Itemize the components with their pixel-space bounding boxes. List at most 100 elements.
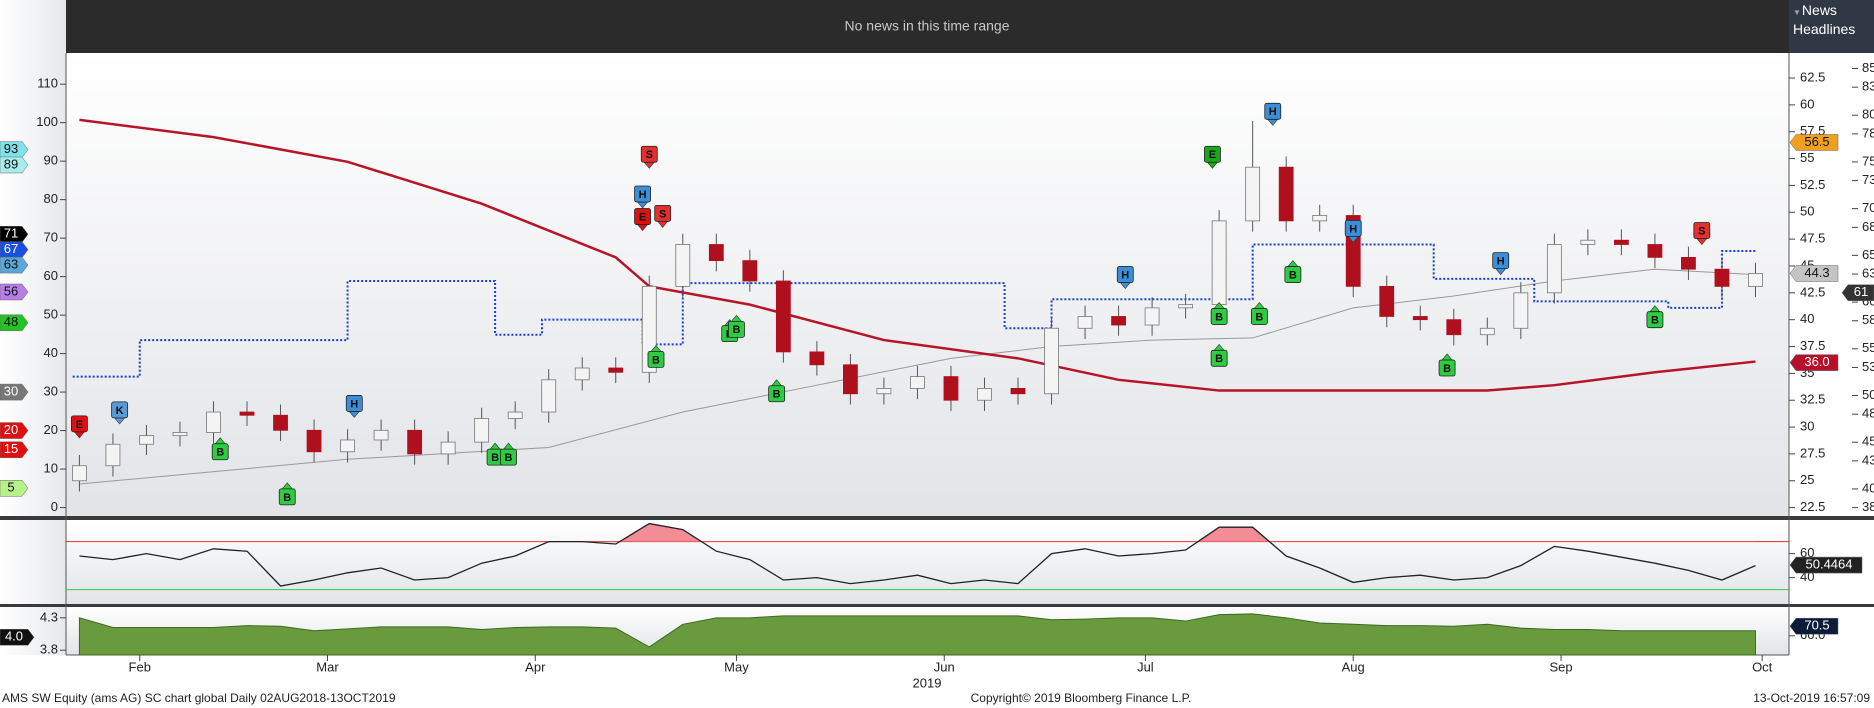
footer-left: AMS SW Equity (ams AG) SC chart global D…	[2, 691, 396, 705]
event-label: B	[491, 452, 499, 464]
value-badge	[1789, 617, 1839, 635]
event-label: B	[1215, 353, 1223, 365]
footer-right: 13-Oct-2019 16:57:09	[1753, 691, 1870, 705]
x-tick-label: Sep	[1549, 659, 1572, 674]
candle-body	[708, 244, 724, 262]
candle-body	[1412, 316, 1428, 321]
y-tick-label: 10	[44, 460, 58, 475]
event-label: B	[1215, 311, 1223, 323]
event-marker	[71, 415, 88, 433]
news-message: No news in this time range	[845, 18, 1010, 34]
panel-separator	[0, 516, 1874, 520]
badge-label: 4.0	[5, 629, 23, 644]
y-tick-label: 80	[44, 191, 58, 206]
x-tick-label: Oct	[1752, 659, 1773, 674]
candle-body	[206, 411, 221, 433]
y-tick-label: 68	[1862, 219, 1874, 234]
event-label: E	[639, 211, 646, 223]
y-tick-label: 40	[1862, 480, 1874, 495]
x-tick-label: Jul	[1137, 659, 1154, 674]
candle-body	[1379, 285, 1395, 317]
event-label: E	[76, 419, 83, 431]
value-badge	[1789, 354, 1839, 371]
y-tick-label: 0	[51, 499, 58, 514]
event-marker	[111, 401, 129, 419]
event-label: S	[659, 208, 666, 220]
event-label: B	[1443, 363, 1451, 375]
event-marker	[647, 351, 665, 368]
candle-body	[440, 441, 456, 455]
event-label: S	[1698, 225, 1705, 237]
overlay-line	[72, 243, 1756, 378]
event-label: H	[1349, 223, 1357, 235]
y-tick-label: 40	[1800, 311, 1814, 326]
y-tick-label: 70	[44, 230, 58, 245]
news-headlines[interactable]: News Headlines	[1793, 2, 1869, 37]
candle-body	[1111, 316, 1126, 326]
event-marker	[1210, 349, 1228, 367]
y-tick-label: 78	[1862, 125, 1874, 140]
value-badge	[0, 422, 29, 439]
y-tick-label: 60	[1800, 96, 1814, 111]
event-marker	[1344, 219, 1362, 237]
event-label: S	[646, 149, 653, 161]
candle-body	[1010, 388, 1026, 395]
candle-body	[876, 388, 892, 395]
news-bar	[66, 0, 1789, 53]
x-tick-label: Feb	[129, 659, 151, 674]
y-tick-label: 58	[1862, 312, 1874, 327]
event-label: B	[652, 354, 660, 366]
y-tick-label: 70	[1862, 200, 1874, 215]
candle-body	[474, 418, 490, 443]
event-marker	[1116, 266, 1134, 283]
event-label: H	[1497, 256, 1505, 268]
event-label: E	[1209, 149, 1216, 161]
event-label: B	[732, 324, 740, 336]
candle-body	[910, 376, 925, 389]
y-tick-label: 48	[1862, 406, 1874, 421]
event-label: H	[1269, 106, 1277, 118]
value-badge	[1789, 556, 1863, 574]
event-label: B	[1289, 269, 1297, 281]
badge-label: 15	[4, 441, 18, 456]
candle-body	[943, 376, 959, 401]
value-badge	[0, 156, 29, 174]
event-label: H	[350, 398, 358, 410]
y-tick-label: 65	[1862, 247, 1874, 262]
event-label: H	[1121, 269, 1129, 281]
event-marker	[278, 488, 296, 506]
event-marker	[1210, 308, 1228, 325]
y-tick-label: 47.5	[1800, 231, 1825, 246]
candle-body	[742, 260, 758, 282]
event-marker	[1492, 252, 1510, 270]
candle-body	[775, 280, 791, 353]
candle-body	[1479, 327, 1495, 336]
event-marker	[1284, 266, 1302, 283]
y-tick-label: 42.5	[1800, 284, 1825, 299]
candle-body	[1513, 292, 1529, 329]
candle-body	[239, 411, 255, 416]
candle-body	[1245, 166, 1261, 222]
y-tick-label: 4.3	[40, 609, 58, 624]
value-badge	[0, 226, 29, 243]
candle-body	[407, 429, 423, 455]
candle-body	[373, 429, 389, 441]
badge-label: 44.3	[1804, 265, 1829, 280]
y-tick-label: 50	[1800, 204, 1814, 219]
event-label: H	[639, 189, 647, 201]
value-badge	[1841, 284, 1874, 301]
value-badge	[0, 141, 29, 158]
y-tick-label: 63	[1862, 265, 1874, 280]
candle-body	[1178, 304, 1194, 309]
candle-body	[608, 367, 624, 373]
event-marker	[345, 395, 363, 412]
event-label: B	[1255, 311, 1263, 323]
y-tick-label: 90	[44, 153, 58, 168]
panel-separator	[0, 604, 1874, 607]
value-badge	[0, 314, 29, 332]
event-label: K	[116, 405, 124, 417]
value-badge	[0, 241, 29, 258]
event-marker	[634, 208, 651, 225]
y-tick-label: 25	[1800, 472, 1814, 487]
candle-body	[72, 465, 87, 482]
